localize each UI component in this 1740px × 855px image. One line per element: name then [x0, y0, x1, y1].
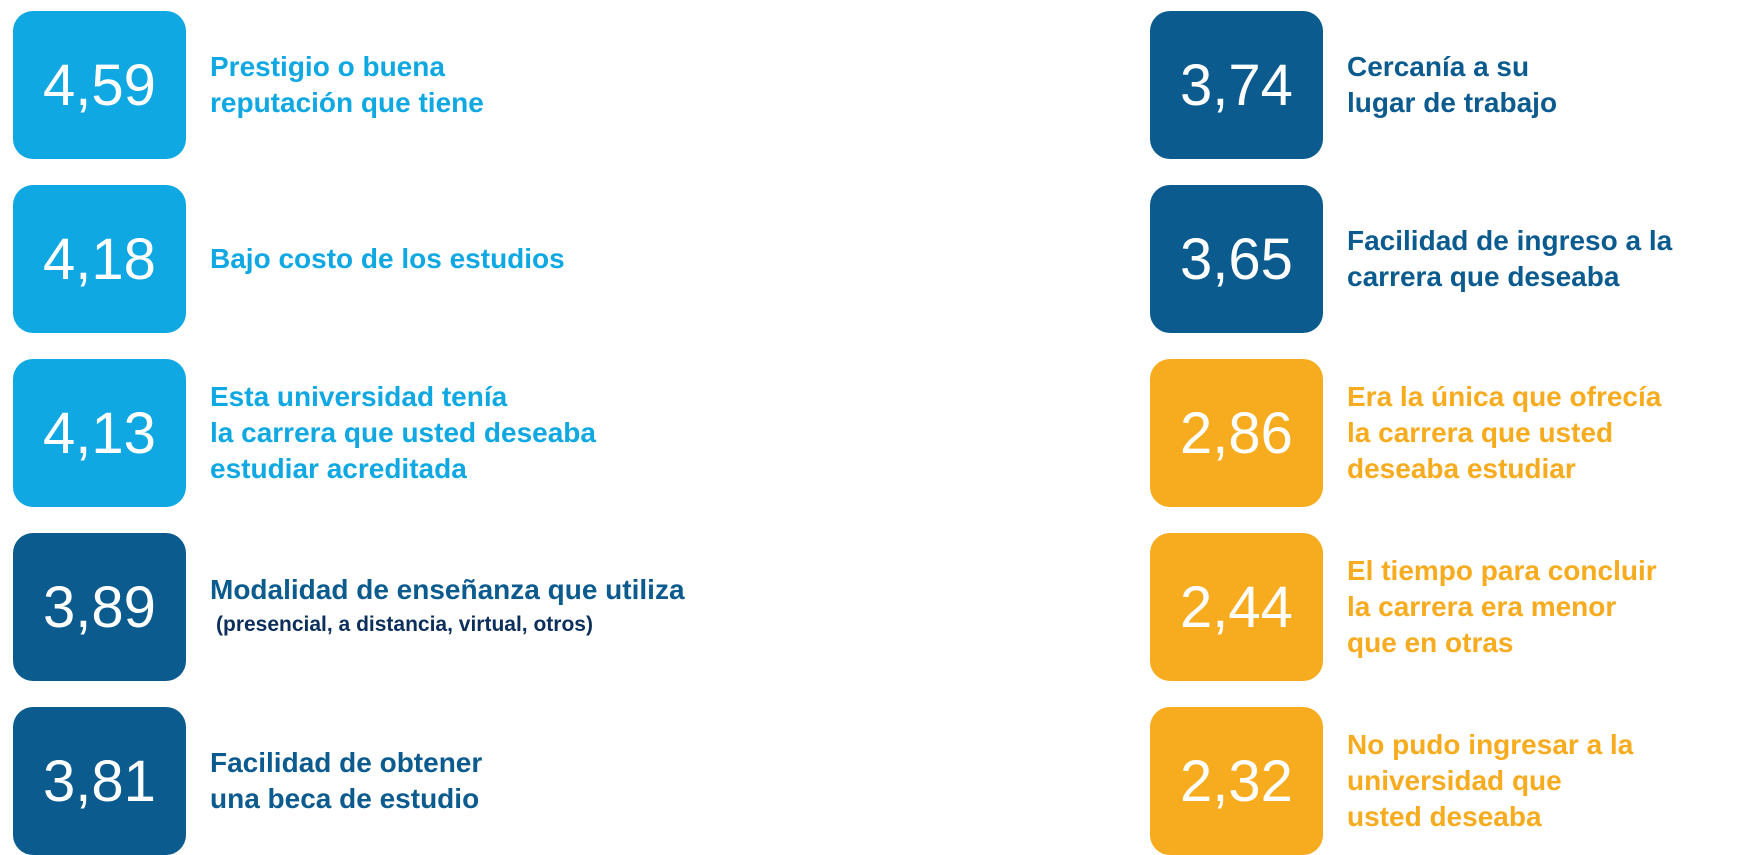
label-line: lugar de trabajo: [1347, 87, 1558, 118]
label: Cercanía a su lugar de trabajo: [1347, 49, 1557, 121]
label-line: Esta universidad tenía: [210, 381, 508, 412]
label-line: El tiempo para concluir: [1347, 555, 1657, 586]
item: 3,65 Facilidad de ingreso a la carrera que…: [1150, 185, 1672, 333]
item: 4,59 Prestigio o buena reputación que tien…: [13, 11, 484, 159]
label-note: (presencial, a distancia, virtual, otros…: [216, 613, 593, 636]
value-box: 2,86: [1150, 359, 1323, 507]
label-line: No pudo ingresar a la: [1347, 729, 1634, 760]
label: Bajo costo de los estudios: [210, 241, 565, 277]
label: Modalidad de enseñanza que utiliza (prese…: [210, 572, 685, 642]
value-box: 3,65: [1150, 185, 1323, 333]
value-box: 2,44: [1150, 533, 1323, 681]
label-line: la carrera era menor: [1347, 591, 1617, 622]
label-line: carrera que deseaba: [1347, 261, 1620, 292]
value-box: 4,59: [13, 11, 186, 159]
label-line: usted deseaba: [1347, 801, 1542, 832]
label-line: Cercanía a su: [1347, 51, 1530, 82]
label-line: una beca de estudio: [210, 783, 480, 814]
label: Era la única que ofrecía la carrera que u…: [1347, 379, 1661, 487]
value-box: 2,32: [1150, 707, 1323, 855]
label-line: que en otras: [1347, 627, 1514, 658]
label: El tiempo para concluir la carrera era me…: [1347, 553, 1657, 661]
item: 2,32 No pudo ingresar a la universidad que…: [1150, 707, 1633, 855]
label-line: Era la única que ofrecía: [1347, 381, 1662, 412]
label-line: universidad que: [1347, 765, 1562, 796]
label-line: deseaba estudiar: [1347, 453, 1576, 484]
item: 2,44 El tiempo para concluir la carrera er…: [1150, 533, 1657, 681]
item: 3,81 Facilidad de obtener una beca de estu…: [13, 707, 482, 855]
label-line: Bajo costo de los estudios: [210, 243, 565, 274]
label: No pudo ingresar a la universidad que uste…: [1347, 727, 1633, 835]
item: 3,89 Modalidad de enseñanza que utiliza (p…: [13, 533, 685, 681]
value-box: 3,89: [13, 533, 186, 681]
value-box: 3,81: [13, 707, 186, 855]
label-line: Facilidad de obtener: [210, 747, 483, 778]
value-box: 4,13: [13, 359, 186, 507]
label: Prestigio o buena reputación que tiene: [210, 49, 484, 121]
label-line: estudiar acreditada: [210, 453, 467, 484]
item: 2,86 Era la única que ofrecía la carrera q…: [1150, 359, 1661, 507]
label-line: Modalidad de enseñanza que utiliza: [210, 574, 685, 605]
label-line: reputación que tiene: [210, 87, 484, 118]
item: 4,13 Esta universidad tenía la carrera que…: [13, 359, 596, 507]
item: 4,18 Bajo costo de los estudios: [13, 185, 565, 333]
value-box: 3,74: [1150, 11, 1323, 159]
label-line: la carrera que usted: [1347, 417, 1614, 448]
label-line: Prestigio o buena: [210, 51, 445, 82]
label: Esta universidad tenía la carrera que ust…: [210, 379, 596, 487]
value-box: 4,18: [13, 185, 186, 333]
label: Facilidad de ingreso a la carrera que des…: [1347, 223, 1672, 295]
item: 3,74 Cercanía a su lugar de trabajo: [1150, 11, 1557, 159]
label: Facilidad de obtener una beca de estudio: [210, 745, 482, 817]
label-line: la carrera que usted deseaba: [210, 417, 596, 448]
label-line: Facilidad de ingreso a la: [1347, 225, 1673, 256]
